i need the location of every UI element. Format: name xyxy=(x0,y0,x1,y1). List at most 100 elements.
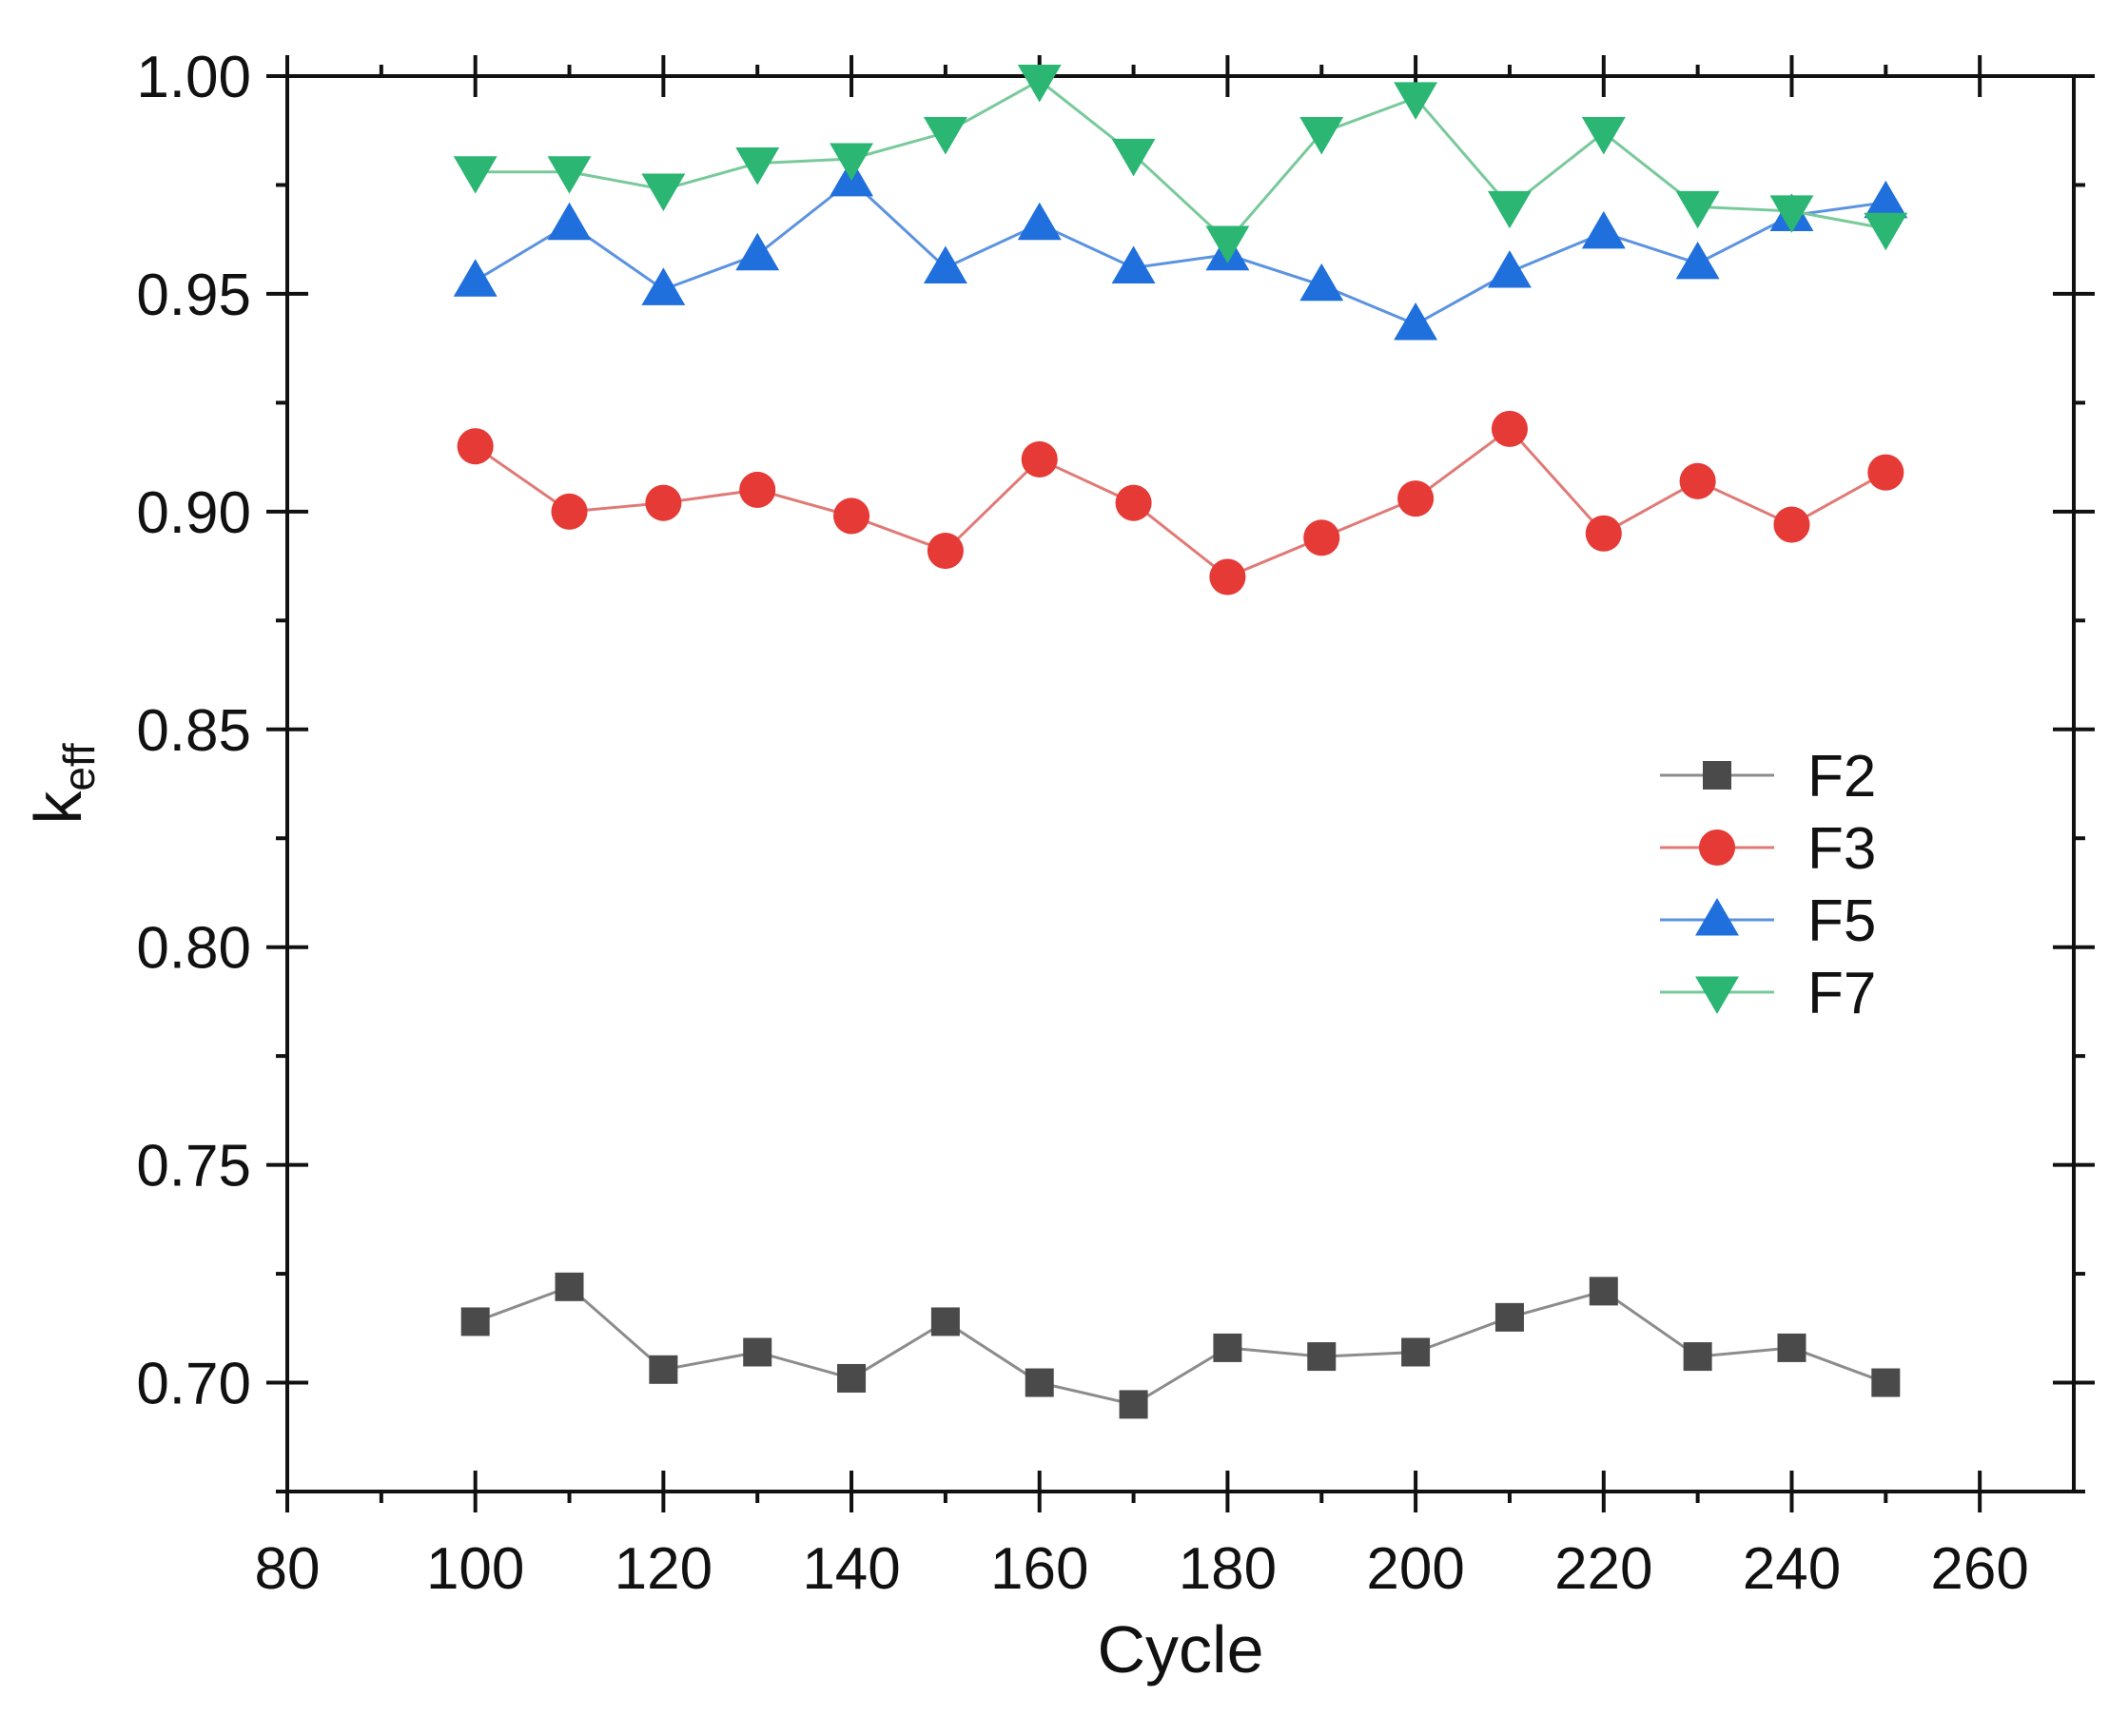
data-point-f2 xyxy=(1683,1342,1712,1372)
legend-item-f3: F3 xyxy=(1660,816,1876,882)
data-point-f2 xyxy=(555,1272,584,1301)
data-point-f2 xyxy=(460,1307,490,1336)
legend-label: F2 xyxy=(1807,744,1876,809)
series-layer xyxy=(453,65,1908,1419)
legend-item-f5: F5 xyxy=(1660,888,1876,954)
legend-item-f7: F7 xyxy=(1660,961,1876,1026)
data-point-f5 xyxy=(1017,202,1062,241)
y-tick-label: 0.85 xyxy=(136,698,251,764)
series-f2 xyxy=(460,1272,1901,1419)
y-tick-label: 0.75 xyxy=(136,1134,251,1200)
data-point-f2 xyxy=(1777,1333,1806,1362)
y-axis-title-subscript: eff xyxy=(54,743,104,791)
series-line-f3 xyxy=(474,426,1887,579)
data-point-f3 xyxy=(1773,506,1810,543)
y-axis-ticks: 0.70 0.75 0.80 0.85 0.90 0.95 1.00 xyxy=(136,45,2095,1493)
data-point-f5 xyxy=(1581,210,1626,249)
data-point-f2 xyxy=(1025,1368,1054,1397)
series-f7 xyxy=(453,65,1908,263)
data-point-f7 xyxy=(735,147,780,185)
data-point-f2 xyxy=(1494,1302,1524,1332)
data-point-f7 xyxy=(641,173,686,211)
data-point-f5 xyxy=(1394,302,1438,341)
data-point-f5 xyxy=(1299,263,1344,302)
y-tick-label: 0.70 xyxy=(136,1352,251,1417)
data-point-f2 xyxy=(743,1337,772,1367)
data-point-f3 xyxy=(645,484,682,521)
y-axis-title-main: k xyxy=(21,790,95,825)
data-point-f7 xyxy=(453,156,498,194)
data-point-f2 xyxy=(930,1307,960,1336)
legend-marker-f7 xyxy=(1695,976,1739,1014)
x-tick-label: 100 xyxy=(426,1536,524,1602)
data-point-f7 xyxy=(923,116,967,155)
data-point-f5 xyxy=(1675,241,1720,280)
data-point-f7 xyxy=(1299,116,1344,155)
data-point-f3 xyxy=(551,493,588,530)
series-line-f2 xyxy=(475,1285,1886,1407)
data-point-f7 xyxy=(1111,138,1156,177)
data-point-f5 xyxy=(453,259,498,297)
x-tick-label: 140 xyxy=(802,1536,900,1602)
data-point-f2 xyxy=(1871,1368,1901,1397)
series-line-f7 xyxy=(475,78,1886,244)
data-point-f3 xyxy=(1303,519,1340,556)
data-point-f3 xyxy=(927,533,964,570)
data-point-f5 xyxy=(923,245,967,283)
data-point-f7 xyxy=(1017,65,1062,103)
data-point-f7 xyxy=(1394,82,1438,120)
data-point-f2 xyxy=(1119,1390,1148,1419)
data-point-f7 xyxy=(830,143,874,181)
legend-label: F5 xyxy=(1807,888,1876,954)
data-point-f5 xyxy=(1864,180,1908,219)
data-point-f2 xyxy=(1213,1333,1242,1362)
data-point-f3 xyxy=(457,428,494,465)
y-tick-label: 0.90 xyxy=(136,480,251,546)
data-point-f3 xyxy=(1209,558,1246,595)
data-point-f5 xyxy=(1487,250,1532,288)
data-point-f7 xyxy=(1769,195,1814,233)
data-point-f2 xyxy=(1401,1337,1431,1367)
data-point-f2 xyxy=(837,1363,867,1393)
legend-label: F3 xyxy=(1807,816,1876,882)
data-point-f3 xyxy=(1115,484,1152,521)
plot-frame xyxy=(285,74,2076,1493)
data-point-f3 xyxy=(833,497,870,535)
x-axis-ticks: 80 100 120 140 160 180 200 220 240 260 xyxy=(255,55,2029,1602)
data-point-f7 xyxy=(547,156,592,194)
x-tick-label: 120 xyxy=(615,1536,713,1602)
data-point-f7 xyxy=(1205,225,1250,263)
data-point-f5 xyxy=(1111,245,1156,283)
data-point-f7 xyxy=(1675,190,1720,229)
data-point-f3 xyxy=(1021,440,1058,478)
legend-marker-f3 xyxy=(1698,829,1736,867)
x-axis-title: Cycle xyxy=(1097,1612,1263,1687)
data-point-f3 xyxy=(1397,480,1435,517)
data-point-f7 xyxy=(1864,212,1908,251)
y-tick-label: 0.80 xyxy=(136,916,251,982)
x-tick-label: 240 xyxy=(1743,1536,1841,1602)
data-point-f7 xyxy=(1581,116,1626,155)
data-point-f2 xyxy=(1307,1342,1337,1372)
x-tick-label: 160 xyxy=(990,1536,1088,1602)
data-point-f5 xyxy=(641,267,686,305)
x-tick-label: 220 xyxy=(1554,1536,1652,1602)
data-point-f7 xyxy=(1487,190,1532,229)
data-point-f3 xyxy=(1867,454,1904,491)
series-f3 xyxy=(457,410,1904,595)
y-axis-title: keff xyxy=(21,743,104,825)
x-tick-label: 260 xyxy=(1930,1536,2028,1602)
data-point-f2 xyxy=(649,1355,678,1384)
data-point-f2 xyxy=(1589,1277,1618,1306)
x-tick-label: 80 xyxy=(255,1536,321,1602)
data-point-f3 xyxy=(1679,462,1716,499)
legend-marker-f5 xyxy=(1695,898,1739,936)
legend-label: F7 xyxy=(1807,961,1876,1026)
series-line-f5 xyxy=(474,178,1886,326)
data-point-f3 xyxy=(739,471,776,508)
legend-marker-f2 xyxy=(1703,761,1731,790)
legend-item-f2: F2 xyxy=(1660,744,1876,809)
